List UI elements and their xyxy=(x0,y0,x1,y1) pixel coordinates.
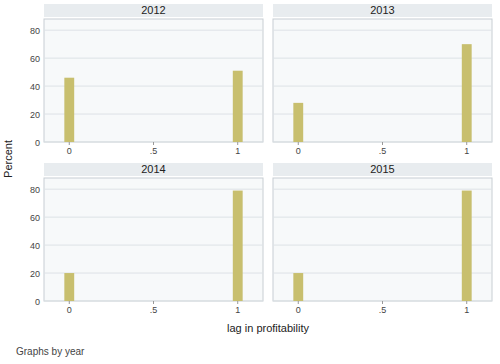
x-tick-label: .5 xyxy=(150,146,158,156)
x-tick xyxy=(298,301,299,304)
y-tick-label: 80 xyxy=(30,26,40,36)
grid-line xyxy=(44,114,263,115)
bar xyxy=(293,103,303,142)
panel-title: 2012 xyxy=(141,4,165,16)
grid-line xyxy=(273,189,492,190)
panel-title: 2014 xyxy=(141,163,165,175)
bars xyxy=(293,44,471,142)
bar xyxy=(233,191,243,301)
bar xyxy=(462,191,472,301)
y-tick-label: 20 xyxy=(30,110,40,120)
x-tick-label: 1 xyxy=(235,305,240,315)
y-tick-label: 40 xyxy=(30,241,40,251)
grid-line xyxy=(273,30,492,31)
x-tick xyxy=(69,301,70,304)
bars xyxy=(293,191,471,301)
bar xyxy=(293,273,303,301)
grid-line xyxy=(273,86,492,87)
grid-line xyxy=(273,273,492,274)
x-tick-label: .5 xyxy=(379,146,387,156)
plot-frame xyxy=(44,178,263,301)
grid-line xyxy=(273,58,492,59)
bar xyxy=(233,71,243,142)
x-tick xyxy=(466,301,467,304)
x-tick-label: 1 xyxy=(464,146,469,156)
bar xyxy=(64,273,74,301)
panel: 2012 0 20 40 60 80 0 .5 1 xyxy=(30,4,263,156)
grid-line xyxy=(44,30,263,31)
x-tick xyxy=(382,142,383,145)
title-band xyxy=(44,163,263,176)
chart: 2012 0 20 40 60 80 0 .5 1 2013 0 .5 1 2014 0 20 40 60 80 0.… xyxy=(0,0,500,364)
grid-line xyxy=(273,114,492,115)
x-tick xyxy=(69,142,70,145)
x-tick-label: 0 xyxy=(296,305,301,315)
x-axis-label: lag in profitability xyxy=(227,322,309,334)
y-tick-label: 0 xyxy=(35,297,40,307)
title-band xyxy=(44,4,263,17)
x-tick xyxy=(153,142,154,145)
y-axis-label: Percent xyxy=(2,140,14,178)
panel: 2014 0 20 40 60 80 0 .5 1 xyxy=(30,163,263,315)
plot-frame xyxy=(273,178,492,301)
x-tick xyxy=(237,142,238,145)
grid-line xyxy=(273,245,492,246)
bars xyxy=(64,71,242,142)
y-tick-label: 60 xyxy=(30,213,40,223)
footer-note: Graphs by year xyxy=(16,346,85,357)
x-tick-label: 0 xyxy=(296,146,301,156)
y-tick-label: 40 xyxy=(30,82,40,92)
x-tick xyxy=(466,142,467,145)
x-tick xyxy=(382,301,383,304)
x-tick-label: 0 xyxy=(67,146,72,156)
panel-title: 2015 xyxy=(370,163,394,175)
x-tick xyxy=(298,142,299,145)
grid-line xyxy=(44,86,263,87)
grid-line xyxy=(44,58,263,59)
x-tick-label: 1 xyxy=(464,305,469,315)
title-band xyxy=(273,4,492,17)
bars xyxy=(64,191,242,301)
panel: 2015 0 .5 1 xyxy=(273,163,492,315)
grid-line xyxy=(44,217,263,218)
bar xyxy=(64,78,74,142)
x-tick-label: .5 xyxy=(379,305,387,315)
grid-line xyxy=(273,217,492,218)
y-tick-label: 20 xyxy=(30,269,40,279)
grid-line xyxy=(44,273,263,274)
x-tick-label: .5 xyxy=(150,305,158,315)
x-tick-label: 1 xyxy=(235,146,240,156)
y-tick-label: 60 xyxy=(30,54,40,64)
bar xyxy=(462,44,472,142)
plot-frame xyxy=(273,19,492,142)
plot-frame xyxy=(44,19,263,142)
y-tick-label: 80 xyxy=(30,185,40,195)
y-tick-label: 0 xyxy=(35,138,40,148)
x-tick xyxy=(153,301,154,304)
panel: 2013 0 .5 1 xyxy=(273,4,492,156)
panel-title: 2013 xyxy=(370,4,394,16)
x-tick-label: 0 xyxy=(67,305,72,315)
grid-line xyxy=(44,189,263,190)
grid-line xyxy=(44,245,263,246)
title-band xyxy=(273,163,492,176)
x-tick xyxy=(237,301,238,304)
